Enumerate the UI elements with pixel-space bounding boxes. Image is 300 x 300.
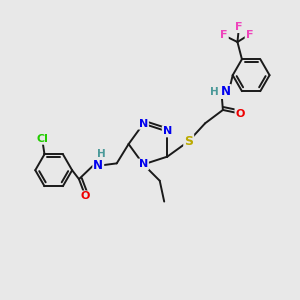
Text: Cl: Cl <box>36 134 48 144</box>
Text: O: O <box>236 109 245 118</box>
Text: N: N <box>221 85 231 98</box>
Text: N: N <box>139 119 148 129</box>
Text: N: N <box>163 127 172 136</box>
Text: H: H <box>98 149 106 160</box>
Text: N: N <box>139 159 148 170</box>
Text: S: S <box>184 135 193 148</box>
Text: F: F <box>246 30 253 40</box>
Text: F: F <box>235 22 243 32</box>
Text: N: N <box>93 159 103 172</box>
Text: O: O <box>81 191 90 201</box>
Text: F: F <box>220 31 228 40</box>
Text: H: H <box>211 86 219 97</box>
